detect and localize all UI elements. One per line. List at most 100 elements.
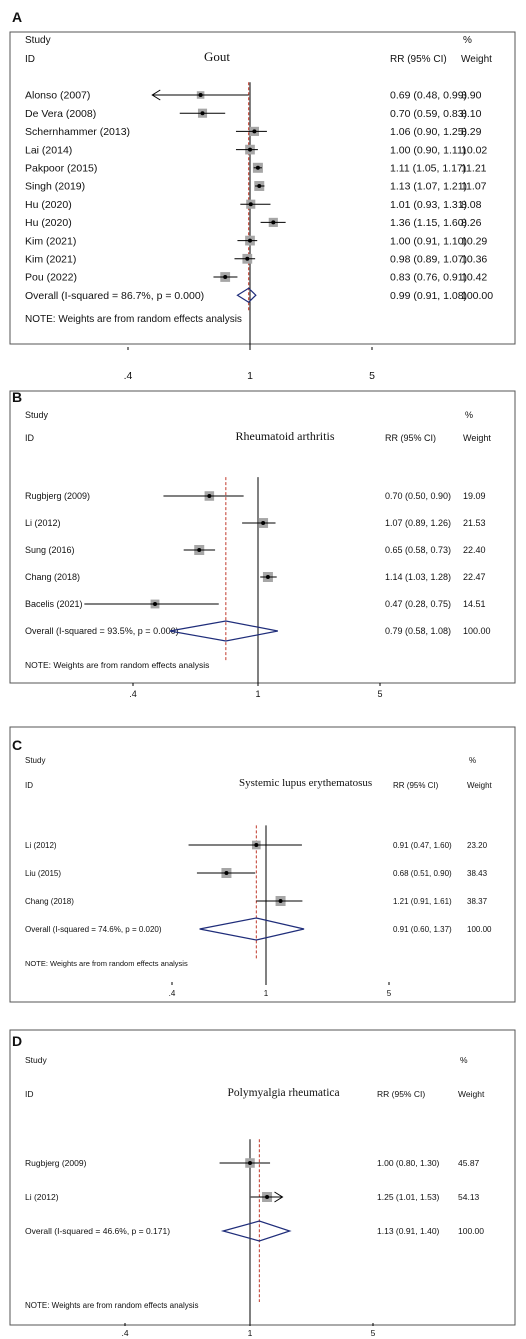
panel-c-study-weight: 38.37 (467, 897, 488, 906)
panel-b-study-weight: 21.53 (463, 518, 486, 528)
panel-d-study-weight: 54.13 (458, 1192, 480, 1202)
panel-b-overall-label: Overall (I-squared = 93.5%, p = 0.000) (25, 626, 179, 636)
panel-b-x-tick-label: 5 (377, 689, 382, 699)
panel-d-letter: D (12, 1033, 22, 1049)
panel-c-study-name: Chang (2018) (25, 897, 74, 906)
panel-c-x-tick-label: .4 (169, 989, 176, 998)
panel-c-overall-ci: 0.91 (0.60, 1.37) (393, 925, 452, 934)
panel-a-study-ci: 0.69 (0.48, 0.99) (390, 90, 467, 102)
panel-a-point-estimate (223, 275, 228, 279)
panel-c-header-pct: % (469, 756, 476, 765)
panel-d-header-weight: Weight (458, 1089, 485, 1099)
panel-b-note: NOTE: Weights are from random effects an… (25, 660, 209, 670)
panel-d-header-id: ID (25, 1089, 34, 1099)
panel-b-study-name: Bacelis (2021) (25, 599, 83, 609)
panel-a-study-weight: 8.08 (461, 199, 482, 211)
panel-a-point-estimate (248, 238, 252, 243)
panel-d-study-name: Rugbjerg (2009) (25, 1158, 87, 1168)
panel-a-study-weight: 8.29 (461, 126, 482, 138)
panel-a-study-name: Kim (2021) (25, 235, 76, 247)
panel-a-study-name: Lai (2014) (25, 144, 72, 156)
panel-d-ci-arrow-right (274, 1191, 284, 1203)
panel-a-header-pct: % (463, 35, 472, 46)
panel-a-point-estimate (200, 111, 205, 116)
panel-c-study-ci: 0.68 (0.51, 0.90) (393, 869, 452, 878)
panel-b-header-pct: % (465, 410, 473, 420)
panel-b-study-ci: 1.14 (1.03, 1.28) (385, 572, 451, 582)
panel-c-study-weight: 23.20 (467, 841, 488, 850)
panel-c-header-id: ID (25, 781, 33, 790)
panel-c-overall-diamond (199, 917, 305, 941)
panel-a-point-estimate (257, 184, 262, 188)
panel-d-frame (9, 1029, 516, 1326)
panel-a-header-weight: Weight (461, 54, 492, 65)
panel-a-study-ci: 1.36 (1.15, 1.60) (390, 217, 467, 229)
panel-b-x-tick-label: .4 (129, 689, 137, 699)
panel-a-study-weight: 8.10 (461, 108, 482, 120)
panel-b-point-estimate (207, 494, 212, 498)
panel-b-overall-ci: 0.79 (0.58, 1.08) (385, 626, 451, 636)
panel-a-ci-arrow-left (151, 89, 161, 101)
panel-c-study-name: Li (2012) (25, 841, 57, 850)
panel-a-study-name: Hu (2020) (25, 217, 72, 229)
panel-c-overall-weight: 100.00 (467, 925, 492, 934)
panel-b-overall-weight: 100.00 (463, 626, 491, 636)
panel-a-overall-label: Overall (I-squared = 86.7%, p = 0.000) (25, 290, 204, 302)
panel-b-study-name: Chang (2018) (25, 572, 80, 582)
panel-d-study-weight: 45.87 (458, 1158, 480, 1168)
panel-a-overall-diamond (236, 287, 257, 303)
panel-a-study-ci: 0.70 (0.59, 0.83) (390, 108, 467, 120)
panel-a-study-weight: 3.90 (461, 90, 482, 102)
panel-a-study-weight: 10.02 (461, 144, 487, 156)
panel-a-header-id: ID (25, 54, 35, 65)
panel-a-overall-ci: 0.99 (0.91, 1.08) (390, 290, 467, 302)
panel-a-x-tick-label: 1 (247, 370, 253, 382)
panel-a-study-weight: 11.21 (461, 162, 487, 174)
panel-c-study-weight: 38.43 (467, 869, 488, 878)
panel-a-study-name: Hu (2020) (25, 199, 72, 211)
panel-a-study-name: Pakpoor (2015) (25, 162, 97, 174)
panel-b-frame (9, 390, 516, 684)
panel-a-study-weight: 10.29 (461, 235, 487, 247)
panel-c-study-ci: 0.91 (0.47, 1.60) (393, 841, 452, 850)
panel-b-point-estimate (153, 602, 158, 606)
panel-a-study-ci: 1.13 (1.07, 1.21) (390, 181, 467, 193)
panel-d-overall-diamond (220, 1220, 292, 1242)
panel-a-point-estimate (255, 165, 260, 170)
panel-b-x-tick-label: 1 (255, 689, 260, 699)
panel-a-x-tick-label: 5 (369, 370, 375, 382)
panel-c-study-name: Liu (2015) (25, 869, 61, 878)
panel-c-title: Systemic lupus erythematosus (239, 777, 372, 789)
panel-c-header-weight: Weight (467, 781, 493, 790)
panel-d-x-tick-label: 5 (371, 1328, 376, 1338)
panel-d-point-estimate (248, 1161, 252, 1165)
panel-a-study-name: Pou (2022) (25, 272, 77, 284)
panel-b-point-estimate (265, 575, 270, 579)
panel-b-header-id: ID (25, 433, 35, 443)
panel-c-overall-label: Overall (I-squared = 74.6%, p = 0.020) (25, 925, 162, 934)
panel-a-overall-weight: 100.00 (461, 290, 493, 302)
panel-a-point-estimate (248, 147, 252, 152)
panel-b-study-weight: 19.09 (463, 491, 486, 501)
panel-b-point-estimate (261, 521, 266, 525)
panel-d-header-study: Study (25, 1055, 47, 1065)
panel-a-study-weight: 11.07 (461, 181, 487, 193)
panel-a-study-ci: 0.83 (0.76, 0.91) (390, 272, 467, 284)
panel-d-point-estimate (265, 1195, 270, 1199)
panel-a-letter: A (12, 9, 22, 25)
panel-b-header-weight: Weight (463, 433, 491, 443)
panel-d-overall-label: Overall (I-squared = 46.6%, p = 0.171) (25, 1226, 170, 1236)
panel-a-study-ci: 1.06 (0.90, 1.25) (390, 126, 467, 138)
panel-a-note: NOTE: Weights are from random effects an… (25, 314, 242, 325)
panel-a-point-estimate (248, 202, 253, 207)
panel-a-study-name: Kim (2021) (25, 253, 76, 265)
panel-a-frame (9, 31, 516, 345)
panel-a-point-estimate (198, 93, 203, 97)
panel-d-x-tick-label: 1 (248, 1328, 253, 1338)
panel-b-study-weight: 22.47 (463, 572, 486, 582)
panel-d-study-name: Li (2012) (25, 1192, 59, 1202)
panel-a-study-weight: 8.26 (461, 217, 482, 229)
panel-d-study-ci: 1.25 (1.01, 1.53) (377, 1192, 440, 1202)
panel-a-study-name: Alonso (2007) (25, 90, 90, 102)
